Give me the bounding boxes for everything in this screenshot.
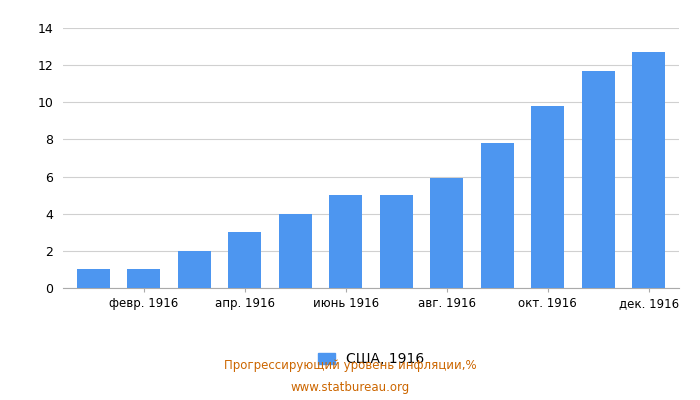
Bar: [228, 232, 261, 288]
Bar: [430, 178, 463, 288]
Legend: США, 1916: США, 1916: [318, 352, 424, 366]
Bar: [481, 143, 514, 288]
Text: Прогрессирующий уровень инфляции,%: Прогрессирующий уровень инфляции,%: [224, 360, 476, 372]
Bar: [77, 270, 110, 288]
Bar: [632, 52, 665, 288]
Bar: [380, 195, 413, 288]
Text: www.statbureau.org: www.statbureau.org: [290, 382, 410, 394]
Bar: [127, 270, 160, 288]
Bar: [531, 106, 564, 288]
Bar: [329, 195, 362, 288]
Bar: [178, 251, 211, 288]
Bar: [582, 71, 615, 288]
Bar: [279, 214, 312, 288]
